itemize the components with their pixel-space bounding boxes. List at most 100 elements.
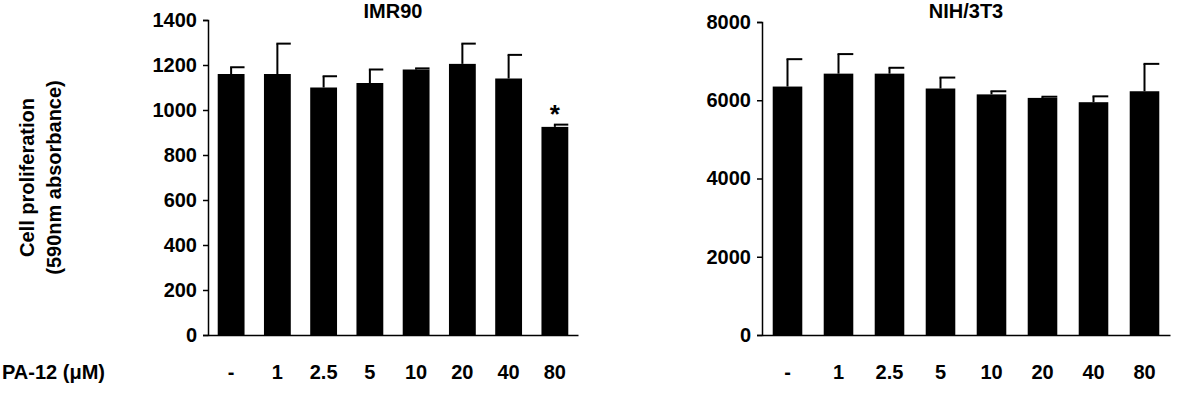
x-tick-label: 1: [272, 361, 283, 383]
x-tick-label: 80: [1133, 361, 1155, 383]
error-cap: [276, 43, 290, 45]
y-tick-mark: [757, 22, 762, 24]
error-cap: [1042, 96, 1058, 98]
y-axis-title: Cell proliferation: [16, 98, 38, 257]
y-tick-label: 1400: [153, 9, 198, 31]
x-tick-label: 5: [364, 361, 375, 383]
error-line: [838, 54, 840, 74]
error-cap: [1144, 63, 1160, 65]
bar: [218, 74, 245, 335]
x-tick-label: 1: [833, 361, 844, 383]
y-tick: 8000: [707, 11, 763, 33]
figure: 0200400600800100012001400-12.5510204080I…: [0, 0, 1197, 400]
x-tick-label: 40: [498, 361, 520, 383]
x-tick-label: 40: [1082, 361, 1104, 383]
error-bar: [276, 44, 290, 74]
x-tick: 80: [544, 335, 566, 383]
y-tick-mark: [203, 20, 208, 22]
error-cap: [508, 54, 522, 56]
x-tick-label: 10: [980, 361, 1002, 383]
y-tick-mark: [757, 100, 762, 102]
y-tick-label: 800: [164, 144, 197, 166]
x-tick: 80: [1133, 335, 1155, 383]
bar: [356, 83, 383, 335]
x-tick: 1: [272, 335, 283, 383]
y-tick-mark: [203, 290, 208, 292]
y-tick: 1000: [153, 99, 209, 121]
y-axis: 0 200 400 600 800 1000 1200 1400: [153, 9, 209, 346]
error-cap: [991, 90, 1007, 92]
x-tick-label: 10: [405, 361, 427, 383]
y-axis-line: [203, 21, 209, 336]
x-axis-line: [763, 335, 1171, 337]
y-tick-label: 1000: [153, 99, 198, 121]
x-tick: 10: [980, 335, 1002, 383]
error-bar: [1093, 96, 1109, 102]
error-line: [940, 78, 942, 89]
y-axis: 02000400060008000: [707, 11, 763, 346]
error-bar: [415, 68, 429, 69]
error-bar: [991, 91, 1007, 94]
y-axis-title: (590nm absorbance): [43, 80, 65, 275]
y-tick-mark: [203, 110, 208, 112]
bar: [1028, 98, 1058, 335]
y-tick-label: 600: [164, 189, 197, 211]
y-tick-mark: [203, 335, 208, 337]
error-line: [276, 44, 278, 74]
error-cap: [461, 43, 475, 45]
panel: 0200400600800100012001400-12.5510204080I…: [2, 0, 579, 383]
chart-title: NIH/3T3: [929, 0, 1003, 22]
bar: [824, 74, 854, 335]
bar: [264, 74, 291, 335]
y-tick-mark: [203, 65, 208, 67]
error-bar: [508, 55, 522, 79]
y-tick: 2000: [707, 246, 763, 268]
x-tick: 5: [935, 335, 946, 383]
x-axis: -12.5510204080: [763, 335, 1171, 383]
error-line: [1144, 64, 1146, 91]
y-tick-label: 200: [164, 279, 197, 301]
y-tick: 4000: [707, 167, 763, 189]
x-tick: -: [784, 335, 791, 383]
x-tick-label: -: [228, 361, 235, 383]
bar: [449, 64, 476, 335]
x-tick: 40: [498, 335, 520, 383]
x-tick-label: 80: [544, 361, 566, 383]
bar: [977, 94, 1007, 335]
y-axis-line: [757, 23, 763, 336]
y-tick-mark: [203, 245, 208, 247]
x-tick: 10: [405, 335, 427, 383]
error-bar: [230, 67, 244, 74]
y-tick: 200: [164, 279, 208, 301]
plot-area: [773, 54, 1160, 335]
y-tick: 0: [740, 324, 762, 346]
error-line: [323, 76, 325, 87]
error-cap: [369, 69, 383, 71]
y-tick-mark: [203, 200, 208, 202]
bar: [541, 127, 568, 335]
bar: [875, 74, 905, 335]
x-tick: 20: [451, 335, 473, 383]
bar: [495, 79, 522, 336]
x-tick-label: 5: [935, 361, 946, 383]
y-tick-mark: [757, 335, 762, 337]
bar: [773, 87, 803, 335]
y-tick-label: 2000: [707, 246, 752, 268]
y-tick-mark: [757, 178, 762, 180]
y-tick-label: 1200: [153, 54, 198, 76]
error-line: [461, 44, 463, 64]
y-tick-mark: [757, 257, 762, 259]
error-bar: [461, 44, 475, 64]
y-tick-label: 0: [186, 324, 197, 346]
error-bar: [1144, 64, 1160, 91]
error-cap: [940, 77, 956, 79]
error-line: [230, 67, 232, 74]
y-tick-label: 400: [164, 234, 197, 256]
x-tick: 1: [833, 335, 844, 383]
x-tick: -: [228, 335, 235, 383]
y-tick-label: 8000: [707, 11, 752, 33]
error-bar: [940, 78, 956, 89]
error-cap: [787, 58, 803, 60]
error-line: [369, 70, 371, 84]
y-tick: 1400: [153, 9, 209, 31]
